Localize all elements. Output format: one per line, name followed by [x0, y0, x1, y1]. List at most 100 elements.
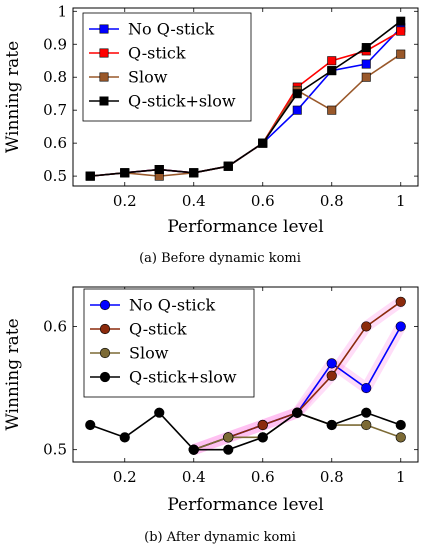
data-point-marker	[396, 16, 406, 26]
x-tick-label: 0.4	[182, 192, 206, 210]
data-point-marker	[396, 26, 406, 36]
data-point-marker	[327, 66, 337, 76]
data-point-marker	[292, 407, 303, 418]
series-q-stick-slow	[85, 407, 406, 455]
data-point-marker	[85, 419, 96, 431]
data-point-marker	[99, 299, 111, 311]
plot-frame	[72, 7, 419, 187]
data-point-marker	[119, 432, 130, 443]
x-axis-label: Performance level	[167, 495, 323, 515]
x-tick-label: 0.8	[320, 192, 344, 210]
legend: No Q-stick Q-stick Slow Q-stick+slow	[83, 288, 255, 398]
data-point-marker	[257, 419, 268, 431]
data-point-marker	[396, 49, 406, 59]
data-point-marker	[326, 370, 337, 381]
legend-label: No Q-stick	[129, 296, 216, 315]
data-point-marker	[327, 56, 337, 66]
chart-panel-0: 0.2 0.4 0.6 0.8 1 0.5 0.6 0.7 0.8 0.9 1 Performance…	[3, 2, 419, 266]
y-axis-label: Winning rate	[3, 318, 23, 430]
data-point-marker	[395, 321, 406, 332]
data-point-marker	[99, 72, 109, 82]
caption-text: After dynamic komi	[166, 530, 296, 545]
x-tick-label: 0.8	[320, 468, 344, 486]
data-point-marker	[223, 161, 233, 171]
data-point-marker	[154, 165, 164, 175]
legend-item: Q-stick	[89, 44, 186, 63]
legend-label: No Q-stick	[128, 20, 215, 39]
y-tick-label: 0.5	[43, 167, 67, 185]
data-point-marker	[99, 24, 109, 34]
data-point-marker	[361, 321, 372, 332]
legend-item: Slow	[89, 68, 168, 87]
legend-box	[83, 288, 255, 398]
data-point-marker	[85, 171, 95, 181]
data-point-marker	[99, 323, 111, 335]
y-tick-label: 0.8	[43, 68, 67, 86]
data-point-marker	[223, 432, 234, 443]
chart-caption: (b) After dynamic komi	[144, 530, 296, 545]
legend-label: Slow	[129, 344, 169, 363]
data-point-marker	[395, 432, 406, 443]
x-axis-label: Performance level	[167, 217, 323, 237]
data-point-marker	[223, 444, 234, 455]
data-point-marker	[99, 371, 111, 383]
legend-label: Q-stick	[129, 320, 187, 339]
y-tick-label: 0.9	[43, 35, 67, 53]
legend-item: Slow	[90, 344, 169, 363]
data-point-marker	[292, 105, 302, 115]
data-point-marker	[361, 419, 372, 431]
data-point-marker	[99, 96, 109, 106]
legend-label: Q-stick	[128, 44, 186, 63]
legend-box	[82, 12, 252, 122]
y-tick-label: 1	[57, 2, 67, 20]
y-axis-label: Winning rate	[3, 41, 23, 153]
data-point-marker	[395, 419, 406, 431]
data-point-marker	[258, 138, 268, 148]
data-point-marker	[395, 296, 406, 307]
data-point-marker	[361, 72, 371, 82]
data-point-marker	[120, 168, 130, 178]
y-tick-label: 0.5	[43, 441, 67, 459]
data-point-marker	[292, 89, 302, 99]
chart-caption: (a) Before dynamic komi	[139, 251, 301, 266]
legend-label: Slow	[128, 68, 168, 87]
data-point-marker	[361, 59, 371, 69]
x-tick-label: 0.2	[113, 192, 137, 210]
legend-item: Q-stick+slow	[90, 368, 237, 387]
legend-label: Q-stick+slow	[128, 92, 236, 111]
data-point-marker	[361, 407, 372, 418]
x-tick-label: 0.2	[113, 468, 137, 486]
data-point-marker	[326, 358, 337, 369]
y-tick-label: 0.7	[43, 101, 67, 119]
data-point-marker	[327, 105, 337, 115]
x-tick-label: 0.4	[182, 468, 206, 486]
caption-tag: (b)	[144, 530, 167, 545]
x-tick-label: 0.6	[251, 192, 275, 210]
caption-text: Before dynamic komi	[161, 251, 301, 266]
data-point-marker	[361, 382, 372, 394]
legend-item: Q-stick	[90, 320, 187, 339]
x-tick-label: 1	[396, 468, 406, 486]
legend: No Q-stick Q-stick Slow Q-stick+slow	[82, 12, 252, 122]
data-point-marker	[326, 419, 337, 431]
data-point-marker	[99, 347, 111, 359]
legend-item: No Q-stick	[89, 20, 215, 39]
plot-frame	[72, 286, 419, 463]
y-tick-label: 0.6	[43, 317, 67, 335]
data-point-marker	[154, 407, 165, 418]
data-point-marker	[257, 432, 268, 443]
series-line	[89, 411, 402, 451]
x-tick-label: 1	[396, 192, 406, 210]
data-point-marker	[188, 444, 199, 455]
data-point-marker	[361, 43, 371, 53]
caption-tag: (a)	[139, 251, 161, 266]
legend-item: Q-stick+slow	[89, 92, 236, 111]
data-point-marker	[99, 48, 109, 58]
series-q-stick-slow	[85, 16, 406, 181]
series-line	[90, 20, 402, 177]
data-point-marker	[189, 168, 199, 178]
legend-item: No Q-stick	[90, 296, 216, 315]
x-tick-label: 0.6	[251, 468, 275, 486]
y-tick-label: 0.6	[43, 134, 67, 152]
